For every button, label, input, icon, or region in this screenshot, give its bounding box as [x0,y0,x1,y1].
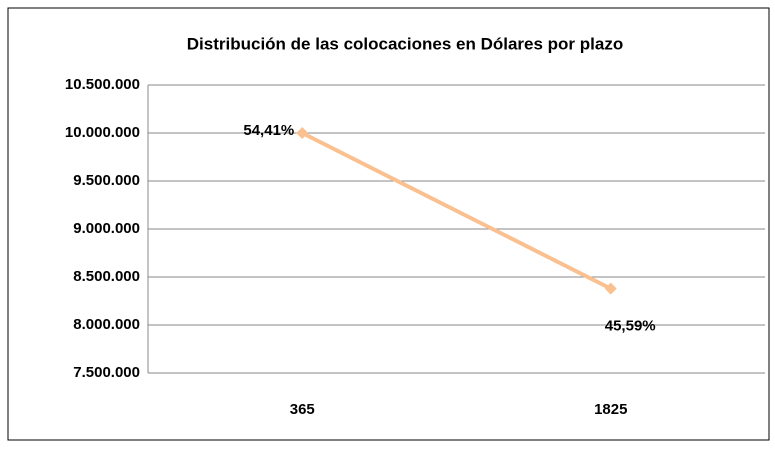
marker [296,127,309,139]
y-tick-label: 8.000.000 [73,316,140,333]
x-tick-label: 365 [290,401,315,418]
line [301,131,612,291]
y-tick-label: 10.000.000 [65,124,140,141]
chart-border [7,7,770,441]
y-tick-label: 10.500.000 [65,76,140,93]
marker [604,282,617,295]
x-tick-label: 1825 [594,401,627,418]
data-label: 45,59% [605,318,656,335]
y-tick-label: 7.500.000 [73,364,140,381]
y-tick-label: 9.000.000 [73,220,140,237]
data-label: 54,41% [243,122,294,139]
chart-title: Distribución de las colocaciones en Dóla… [187,34,623,53]
y-tick-label: 8.500.000 [73,268,140,285]
y-tick-label: 9.500.000 [73,172,140,189]
